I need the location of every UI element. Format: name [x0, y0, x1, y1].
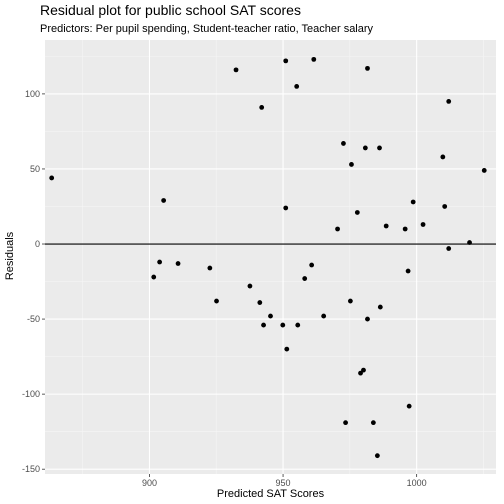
data-point [365, 316, 370, 322]
data-point [311, 56, 317, 62]
data-point [302, 276, 308, 281]
data-point [233, 67, 239, 73]
x-tick-label: 1000 [407, 478, 427, 488]
data-point [365, 65, 370, 71]
data-point [370, 420, 376, 426]
data-point [467, 240, 472, 245]
data-point [377, 304, 383, 310]
y-tick-label: 0 [35, 239, 40, 249]
y-tick-label: -150 [22, 464, 40, 474]
y-tick-label: -50 [27, 314, 40, 324]
data-point [49, 175, 55, 181]
y-axis-ticks: -150 -100 -50 0 50 100 [22, 89, 45, 474]
minor-gridlines [45, 40, 496, 474]
y-tick-label: 50 [30, 164, 40, 174]
x-tick-label: 950 [276, 478, 291, 488]
data-point [283, 205, 289, 211]
data-point [374, 453, 380, 459]
data-point [321, 313, 327, 319]
data-point [175, 261, 181, 266]
data-point [343, 420, 348, 426]
data-point [284, 346, 290, 352]
data-point [406, 403, 412, 409]
data-point [358, 370, 363, 376]
data-point [268, 313, 273, 319]
data-point [361, 367, 366, 373]
data-point [309, 262, 315, 268]
data-point [294, 83, 300, 89]
x-axis-ticks: 900 950 1000 [142, 474, 427, 488]
data-point [446, 98, 452, 104]
data-point [481, 168, 487, 173]
data-point [377, 145, 382, 151]
data-point [362, 145, 368, 151]
data-point [410, 199, 416, 205]
data-point [257, 300, 263, 305]
data-point [259, 105, 265, 110]
data-point [157, 259, 163, 265]
data-point [283, 58, 289, 64]
data-point [442, 204, 448, 209]
y-tick-label: 100 [25, 89, 40, 99]
y-tick-label: -100 [22, 389, 40, 399]
data-point [261, 322, 266, 328]
chart-title: Residual plot for public school SAT scor… [40, 2, 301, 18]
data-point [349, 162, 354, 167]
x-axis-title: Predicted SAT Scores [217, 488, 325, 500]
data-point [295, 322, 301, 328]
data-point [280, 322, 286, 328]
data-point [341, 141, 346, 146]
data-point [405, 268, 411, 274]
y-axis-title: Residuals [4, 231, 16, 280]
data-point [161, 198, 167, 203]
x-tick-label: 900 [142, 478, 157, 488]
data-point [402, 226, 408, 232]
data-point [151, 274, 157, 280]
data-point [335, 226, 340, 232]
data-point [354, 210, 360, 215]
data-point [383, 223, 389, 229]
data-point [214, 298, 219, 304]
data-point [446, 246, 452, 251]
data-point [440, 154, 446, 160]
data-point [420, 222, 426, 227]
data-point [347, 298, 353, 304]
chart-subtitle: Predictors: Per pupil spending, Student-… [40, 23, 374, 35]
data-point [207, 265, 213, 271]
data-point [247, 283, 253, 289]
plot-panel [45, 40, 496, 474]
data-points [49, 56, 487, 459]
